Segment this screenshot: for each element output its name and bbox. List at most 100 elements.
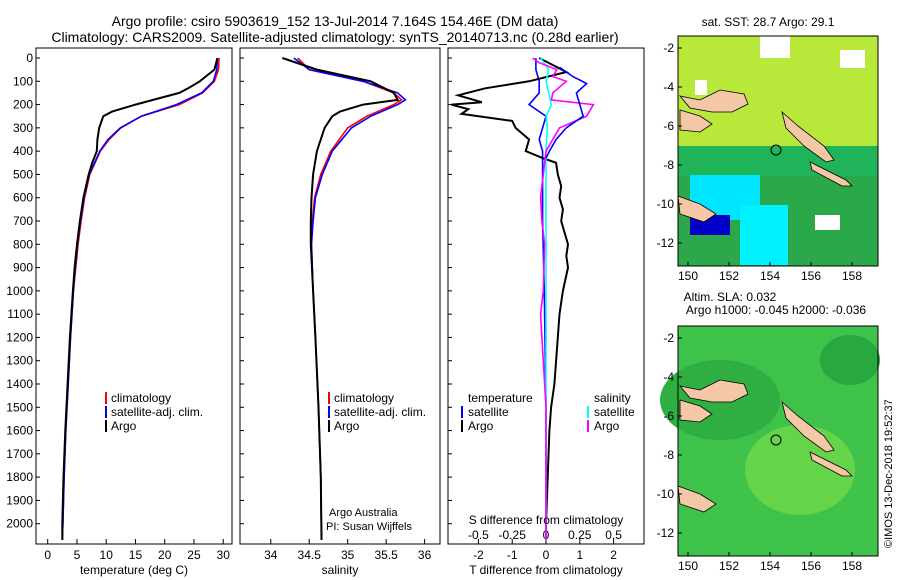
sst-land-papua [677, 195, 717, 223]
sla-land-papua [677, 485, 717, 513]
sst-cloud-patch-2 [840, 50, 865, 68]
sla-land-new-guinea [678, 379, 749, 403]
series-climatology [61, 57, 220, 541]
salinity-xlabel: salinity [322, 563, 359, 577]
map-y-tick-label: -12 [657, 236, 675, 250]
sla-land-bougainville [781, 400, 835, 453]
sla-map-axes: 150 152 154 156 158 -2 -4 -6 -8 -10 -12 [657, 331, 863, 573]
map-x-tick-label: 158 [842, 269, 862, 283]
map-y-tick-label: -2 [663, 41, 674, 55]
map-y-tick-label: -4 [663, 370, 674, 384]
map-x-tick-label: 156 [801, 559, 821, 573]
series-satellite-adj-clim- [61, 57, 219, 541]
sla-argo-location-marker [770, 434, 782, 446]
tdiff-xlabel: T difference from climatology [469, 563, 623, 577]
series-s-satellite [539, 57, 553, 540]
top-tick-label: -0.5 [468, 528, 489, 542]
temperature-xlabel: temperature (deg C) [80, 563, 188, 577]
legend-satellite-label: satellite-adj. clim. [334, 405, 426, 419]
sst-land-new-guinea [678, 89, 749, 113]
depth-tick-label: 1400 [6, 377, 33, 391]
sst-cloud-patch-3 [695, 80, 707, 95]
sst-mid-band [678, 146, 878, 176]
series-s-argo [532, 57, 595, 540]
depth-tick-label: 400 [13, 144, 33, 158]
top-tick-label: 0.5 [605, 528, 622, 542]
sst-argo-location-marker [770, 144, 782, 156]
map-y-tick-label: -8 [663, 158, 674, 172]
salinity-plot: 34 34.5 35 35.5 36 [264, 57, 432, 562]
depth-tick-label: 1000 [6, 284, 33, 298]
legend-climatology-label: climatology [111, 391, 171, 405]
depth-tick-label: 800 [13, 237, 33, 251]
depth-tick-label: 1800 [6, 470, 33, 484]
depth-tick-label: 200 [13, 98, 33, 112]
sst-map-frame [677, 35, 879, 267]
legend-s-argo-label: Argo [594, 419, 620, 433]
legend-satellite-label: satellite-adj. clim. [111, 405, 203, 419]
sst-land-new-britain [679, 109, 713, 133]
map-x-tick-label: 150 [678, 269, 698, 283]
map-y-tick-label: -6 [663, 409, 674, 423]
x-tick-label: 10 [100, 548, 114, 562]
temperature-legend: climatology satellite-adj. clim. Argo [105, 391, 203, 433]
map-y-tick-label: -6 [663, 119, 674, 133]
sst-cloud-patch [760, 36, 790, 58]
legend-argo-label: Argo [111, 419, 137, 433]
difference-legend: temperature satellite Argo salinity sate… [461, 391, 635, 433]
x-tick-label: 35 [341, 548, 355, 562]
sla-map-frame [677, 325, 879, 557]
sdiff-xlabel: S difference from climatology [469, 513, 624, 527]
x-tick-label: 15 [129, 548, 143, 562]
x-tick-label: 0 [543, 548, 550, 562]
map-x-tick-label: 152 [719, 269, 739, 283]
x-tick-label: 2 [610, 548, 617, 562]
map-x-tick-label: 154 [760, 269, 780, 283]
legend-argo-label: Argo [334, 419, 360, 433]
depth-tick-label: 1200 [6, 330, 33, 344]
x-tick-label: 34.5 [298, 548, 322, 562]
title-line-2: Climatology: CARS2009. Satellite-adjuste… [51, 29, 618, 45]
x-tick-label: 5 [74, 548, 81, 562]
x-tick-label: 34 [264, 548, 278, 562]
depth-tick-label: 700 [13, 214, 33, 228]
map-x-tick-label: 154 [760, 559, 780, 573]
top-tick-label: -0.25 [499, 528, 527, 542]
sla-map-title-2: Argo h1000: -0.045 h2000: -0.036 [686, 303, 866, 317]
credit-argo-australia: Argo Australia [329, 507, 398, 519]
depth-tick-label: 300 [13, 121, 33, 135]
map-y-tick-label: -12 [657, 526, 675, 540]
series-sat-t-blue-upper- [545, 66, 588, 159]
sst-map [677, 35, 879, 267]
map-y-tick-label: -8 [663, 448, 674, 462]
map-y-tick-label: -2 [663, 331, 674, 345]
x-tick-label: 0 [44, 548, 51, 562]
x-tick-label: 35.5 [374, 548, 398, 562]
depth-tick-label: 1500 [6, 400, 33, 414]
sst-cyan-patch-2 [740, 205, 788, 265]
salinity-legend: climatology satellite-adj. clim. Argo [328, 391, 426, 433]
sla-map [660, 325, 880, 557]
map-x-tick-label: 150 [678, 559, 698, 573]
x-tick-label: 36 [418, 548, 432, 562]
sla-land-solomons [809, 451, 853, 477]
depth-tick-label: 900 [13, 261, 33, 275]
legend-t-argo-label: Argo [468, 419, 494, 433]
legend-temperature-title: temperature [468, 391, 533, 405]
depth-tick-label: 1100 [7, 307, 33, 321]
sst-map-title: sat. SST: 28.7 Argo: 29.1 [702, 15, 835, 29]
x-tick-label: -2 [473, 548, 484, 562]
depth-tick-label: 1300 [6, 354, 33, 368]
sla-land-new-britain [679, 399, 713, 423]
legend-s-satellite-label: satellite [594, 405, 635, 419]
x-tick-label: 30 [217, 548, 231, 562]
top-tick-label: 0.25 [568, 528, 592, 542]
sla-map-title-1: Altim. SLA: 0.032 [684, 290, 777, 304]
x-tick-label: 20 [158, 548, 172, 562]
x-tick-label: 25 [187, 548, 201, 562]
map-x-tick-label: 158 [842, 559, 862, 573]
depth-tick-label: 2000 [6, 517, 33, 531]
x-tick-label: 1 [576, 548, 583, 562]
series-satellite-adj-clim- [293, 57, 407, 541]
